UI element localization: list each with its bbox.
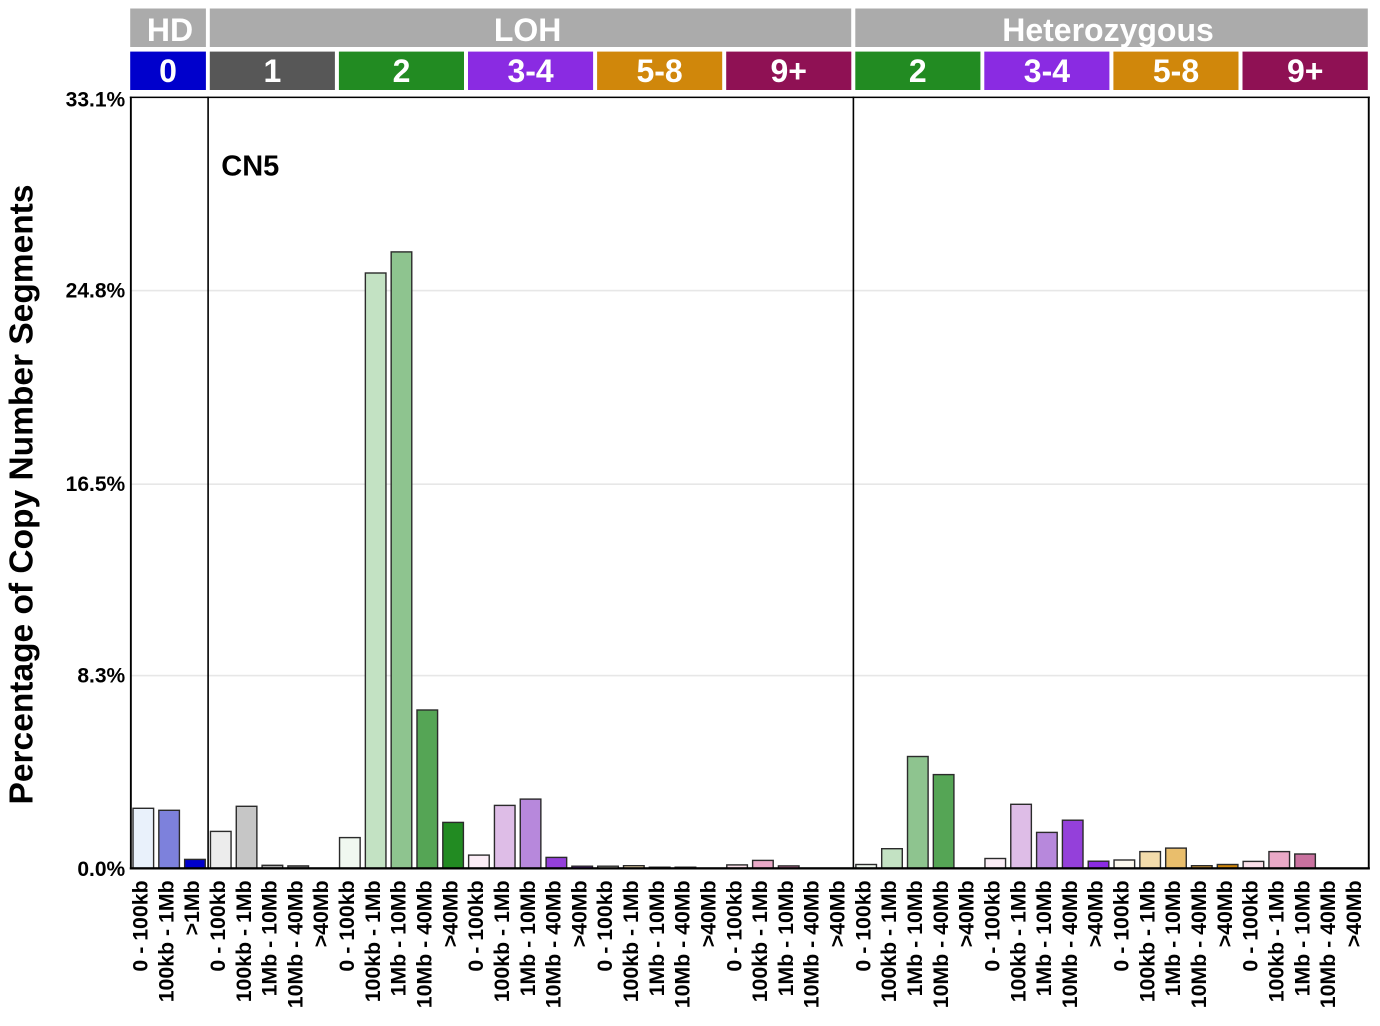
svg-text:>40Mb: >40Mb bbox=[697, 880, 721, 947]
svg-text:0 - 100kb: 0 - 100kb bbox=[722, 880, 746, 971]
svg-text:>40Mb: >40Mb bbox=[955, 880, 979, 947]
svg-text:LOH: LOH bbox=[494, 12, 562, 48]
svg-text:2: 2 bbox=[393, 53, 411, 89]
svg-text:>1Mb: >1Mb bbox=[180, 880, 204, 935]
svg-text:0 - 100kb: 0 - 100kb bbox=[206, 880, 230, 971]
svg-text:0 - 100kb: 0 - 100kb bbox=[1239, 880, 1263, 971]
svg-text:1Mb - 10Mb: 1Mb - 10Mb bbox=[645, 880, 669, 996]
svg-text:100kb - 1Mb: 100kb - 1Mb bbox=[619, 880, 643, 1002]
svg-text:>40Mb: >40Mb bbox=[1084, 880, 1108, 947]
svg-text:CN5: CN5 bbox=[221, 150, 279, 182]
svg-text:3-4: 3-4 bbox=[507, 53, 553, 89]
svg-text:2: 2 bbox=[909, 53, 927, 89]
svg-text:100kb - 1Mb: 100kb - 1Mb bbox=[1264, 880, 1288, 1002]
svg-text:1Mb - 10Mb: 1Mb - 10Mb bbox=[774, 880, 798, 996]
svg-text:1Mb - 10Mb: 1Mb - 10Mb bbox=[1161, 880, 1185, 996]
svg-text:100kb - 1Mb: 100kb - 1Mb bbox=[490, 880, 514, 1002]
svg-text:5-8: 5-8 bbox=[636, 53, 682, 89]
svg-text:0 - 100kb: 0 - 100kb bbox=[851, 880, 875, 971]
svg-text:>40Mb: >40Mb bbox=[309, 880, 333, 947]
svg-text:0.0%: 0.0% bbox=[77, 858, 125, 881]
svg-text:3-4: 3-4 bbox=[1024, 53, 1070, 89]
svg-text:1Mb - 10Mb: 1Mb - 10Mb bbox=[1032, 880, 1056, 996]
svg-text:Percentage of Copy Number Segm: Percentage of Copy Number Segments bbox=[4, 185, 41, 805]
svg-text:10Mb - 40Mb: 10Mb - 40Mb bbox=[1316, 880, 1340, 1008]
svg-text:>40Mb: >40Mb bbox=[438, 880, 462, 947]
svg-text:>40Mb: >40Mb bbox=[567, 880, 591, 947]
svg-text:5-8: 5-8 bbox=[1153, 53, 1199, 89]
svg-text:1Mb - 10Mb: 1Mb - 10Mb bbox=[516, 880, 540, 996]
svg-text:100kb - 1Mb: 100kb - 1Mb bbox=[748, 880, 772, 1002]
svg-text:0 - 100kb: 0 - 100kb bbox=[464, 880, 488, 971]
svg-text:100kb - 1Mb: 100kb - 1Mb bbox=[232, 880, 256, 1002]
svg-text:10Mb - 40Mb: 10Mb - 40Mb bbox=[542, 880, 566, 1008]
svg-text:100kb - 1Mb: 100kb - 1Mb bbox=[1006, 880, 1030, 1002]
svg-text:1Mb - 10Mb: 1Mb - 10Mb bbox=[258, 880, 282, 996]
svg-text:10Mb - 40Mb: 10Mb - 40Mb bbox=[1058, 880, 1082, 1008]
svg-text:>40Mb: >40Mb bbox=[1342, 880, 1366, 947]
svg-text:16.5%: 16.5% bbox=[66, 473, 126, 496]
svg-text:1Mb - 10Mb: 1Mb - 10Mb bbox=[903, 880, 927, 996]
svg-text:8.3%: 8.3% bbox=[77, 664, 125, 687]
svg-text:100kb - 1Mb: 100kb - 1Mb bbox=[154, 880, 178, 1002]
svg-text:10Mb - 40Mb: 10Mb - 40Mb bbox=[671, 880, 695, 1008]
svg-text:10Mb - 40Mb: 10Mb - 40Mb bbox=[1187, 880, 1211, 1008]
svg-text:100kb - 1Mb: 100kb - 1Mb bbox=[877, 880, 901, 1002]
svg-text:0 - 100kb: 0 - 100kb bbox=[981, 880, 1005, 971]
svg-text:>40Mb: >40Mb bbox=[1213, 880, 1237, 947]
svg-text:10Mb - 40Mb: 10Mb - 40Mb bbox=[800, 880, 824, 1008]
svg-text:10Mb - 40Mb: 10Mb - 40Mb bbox=[929, 880, 953, 1008]
svg-text:9+: 9+ bbox=[770, 53, 806, 89]
svg-text:0 - 100kb: 0 - 100kb bbox=[1110, 880, 1134, 971]
svg-text:HD: HD bbox=[147, 12, 193, 48]
svg-text:100kb - 1Mb: 100kb - 1Mb bbox=[361, 880, 385, 1002]
svg-text:1Mb - 10Mb: 1Mb - 10Mb bbox=[387, 880, 411, 996]
svg-text:9+: 9+ bbox=[1287, 53, 1323, 89]
svg-text:10Mb - 40Mb: 10Mb - 40Mb bbox=[283, 880, 307, 1008]
svg-text:1: 1 bbox=[264, 53, 282, 89]
svg-text:24.8%: 24.8% bbox=[66, 279, 126, 302]
svg-text:33.1%: 33.1% bbox=[66, 89, 126, 112]
svg-text:1Mb - 10Mb: 1Mb - 10Mb bbox=[1290, 880, 1314, 996]
svg-text:0 - 100kb: 0 - 100kb bbox=[593, 880, 617, 971]
svg-text:Heterozygous: Heterozygous bbox=[1002, 12, 1214, 48]
svg-text:0 - 100kb: 0 - 100kb bbox=[129, 880, 153, 971]
svg-text:0 - 100kb: 0 - 100kb bbox=[335, 880, 359, 971]
svg-text:>40Mb: >40Mb bbox=[826, 880, 850, 947]
svg-text:10Mb - 40Mb: 10Mb - 40Mb bbox=[413, 880, 437, 1008]
svg-text:0: 0 bbox=[159, 53, 177, 89]
svg-text:100kb - 1Mb: 100kb - 1Mb bbox=[1135, 880, 1159, 1002]
